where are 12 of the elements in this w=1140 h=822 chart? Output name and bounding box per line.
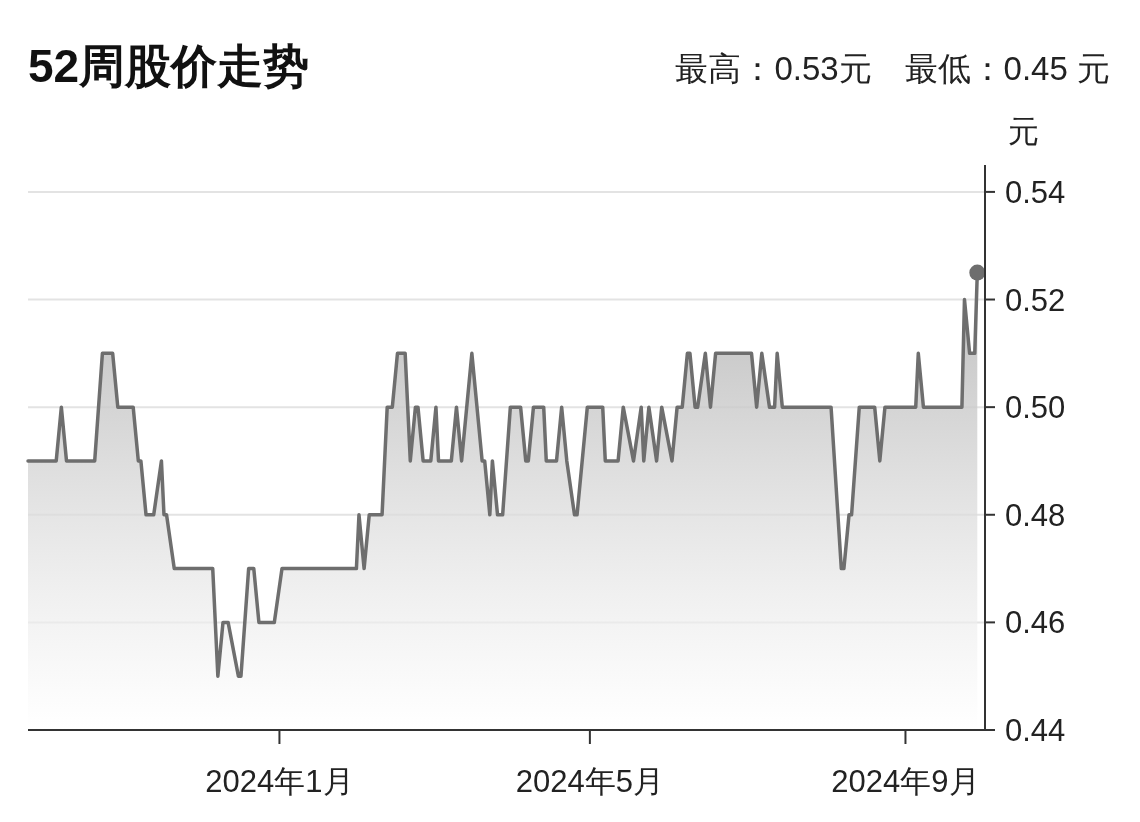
y-tick-label: 0.48 — [1005, 497, 1066, 533]
y-tick-label: 0.54 — [1005, 174, 1066, 210]
x-tick-label: 2024年1月 — [205, 764, 354, 799]
y-tick-label: 0.50 — [1005, 390, 1066, 426]
x-tick-label: 2024年5月 — [515, 764, 664, 799]
y-tick-label: 0.44 — [1005, 713, 1066, 748]
chart-title: 52周股价走势 — [28, 40, 310, 92]
x-tick-label: 2024年9月 — [831, 764, 980, 799]
y-tick-label: 0.52 — [1005, 282, 1066, 318]
y-tick-label: 0.46 — [1005, 605, 1066, 641]
y-axis-title: 元 — [1008, 114, 1039, 149]
chart-subtitle: 最高：0.53元 最低：0.45 元 — [675, 50, 1110, 87]
